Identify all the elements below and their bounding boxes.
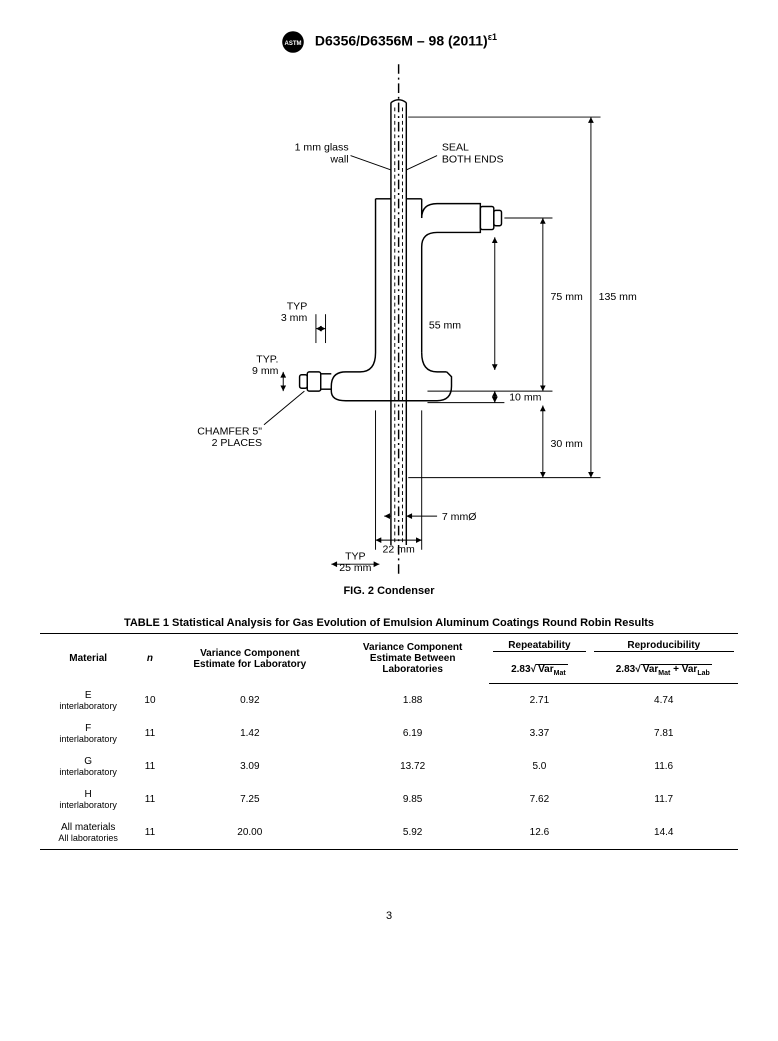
svg-text:ASTM: ASTM [285,41,302,47]
svg-text:TYP: TYP [287,300,308,312]
condenser-diagram: 1 mm glass wall SEAL BOTH ENDS TYP 3 mm … [139,64,639,574]
svg-text:TYP.: TYP. [256,353,278,365]
svg-text:TYP: TYP [345,550,366,562]
svg-text:CHAMFER 5": CHAMFER 5" [197,425,262,437]
svg-text:3 mm: 3 mm [281,312,308,324]
statistical-table: Material n Variance Component Estimate f… [40,633,738,850]
svg-text:wall: wall [329,153,348,165]
svg-text:30 mm: 30 mm [551,438,583,450]
svg-text:135 mm: 135 mm [599,291,637,303]
svg-text:75 mm: 75 mm [551,291,583,303]
table-row: Einterlaboratory 10 0.92 1.88 2.71 4.74 [40,684,738,717]
svg-text:25 mm: 25 mm [339,562,371,574]
svg-text:9 mm: 9 mm [252,365,279,377]
svg-text:1 mm glass: 1 mm glass [295,142,349,154]
svg-text:7 mmØ: 7 mmØ [442,511,477,523]
table-row: Ginterlaboratory 11 3.09 13.72 5.0 11.6 [40,750,738,783]
svg-text:SEAL: SEAL [442,142,469,154]
col-repro-formula: 2.83√VarMat + VarLab [590,658,738,684]
table-row: Finterlaboratory 11 1.42 6.19 3.37 7.81 [40,717,738,750]
col-var-between: Variance Component Estimate Between Labo… [336,634,489,684]
svg-text:10 mm: 10 mm [509,392,541,404]
svg-text:BOTH ENDS: BOTH ENDS [442,153,504,165]
col-n: n [136,634,163,684]
astm-logo-icon: ASTM [281,30,305,54]
svg-text:22 mm: 22 mm [382,544,414,556]
document-header: ASTM D6356/D6356M – 98 (2011)ε1 [40,30,738,54]
col-var-lab: Variance Component Estimate for Laborato… [164,634,336,684]
table-row: Hinterlaboratory 11 7.25 9.85 7.62 11.7 [40,783,738,816]
col-material: Material [40,634,136,684]
epsilon-superscript: ε1 [488,32,497,42]
table-body: Einterlaboratory 10 0.92 1.88 2.71 4.74 … [40,684,738,850]
col-reproducibility-label: Reproducibility [590,634,738,659]
col-repeat-formula: 2.83√VarMat [489,658,589,684]
figure-caption: FIG. 2 Condenser [40,585,738,597]
designation-text: D6356/D6356M – 98 (2011) [315,33,488,49]
svg-text:2 PLACES: 2 PLACES [212,437,262,449]
figure-condenser: 1 mm glass wall SEAL BOTH ENDS TYP 3 mm … [40,64,738,597]
svg-text:55 mm: 55 mm [429,320,461,332]
table-title: TABLE 1 Statistical Analysis for Gas Evo… [40,617,738,629]
col-repeatability-label: Repeatability [489,634,589,659]
page-number: 3 [40,910,738,922]
table-row: All materialsAll laboratories 11 20.00 5… [40,816,738,850]
